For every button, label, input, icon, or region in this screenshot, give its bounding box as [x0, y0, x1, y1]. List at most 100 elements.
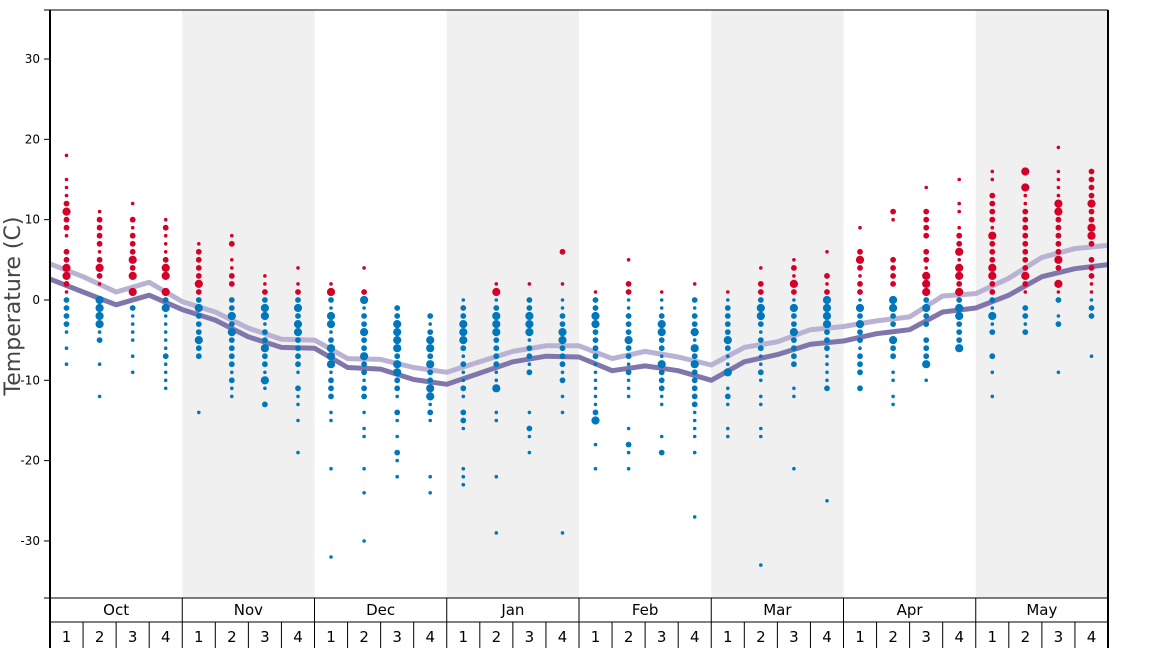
- data-dot: [296, 394, 300, 399]
- data-dot: [527, 450, 532, 455]
- data-dot: [195, 329, 202, 335]
- data-dot: [1023, 290, 1028, 294]
- data-dot: [362, 410, 366, 415]
- data-dot: [427, 313, 434, 319]
- x-axis: Oct 1 2 3 4 Nov 1 2 3 4 Dec 1 2 3 4 Jan 1 2 3 4 Feb 1 2 3 4 Mar 1 2…: [50, 597, 1108, 648]
- data-dot: [659, 290, 664, 294]
- week-label: 2: [227, 628, 237, 646]
- data-dot: [426, 344, 435, 353]
- data-dot: [626, 450, 631, 455]
- data-dot: [1089, 290, 1094, 294]
- data-dot: [824, 329, 830, 335]
- data-dot: [197, 410, 201, 415]
- week-label: 4: [425, 628, 435, 646]
- week-label: 2: [1021, 628, 1031, 646]
- data-dot: [1088, 256, 1095, 263]
- data-dot: [328, 337, 334, 343]
- week-label: 4: [822, 628, 832, 646]
- data-dot: [955, 271, 964, 280]
- data-dot: [64, 233, 69, 238]
- data-dot: [592, 337, 599, 343]
- data-dot: [659, 354, 664, 359]
- data-dot: [759, 330, 763, 334]
- data-dot: [957, 258, 961, 262]
- data-dot: [129, 240, 136, 247]
- y-tick-label: -30: [20, 534, 40, 548]
- data-dot: [393, 320, 402, 329]
- data-dot: [62, 271, 71, 280]
- data-dot: [625, 369, 632, 376]
- data-dot: [757, 337, 764, 343]
- data-dot: [493, 361, 500, 368]
- data-dot: [922, 303, 931, 313]
- data-dot: [428, 474, 433, 479]
- data-dot: [989, 329, 996, 335]
- data-dot: [295, 289, 301, 295]
- data-dot: [657, 360, 666, 369]
- data-dot: [757, 281, 764, 287]
- data-dot: [525, 320, 534, 329]
- data-dot: [824, 289, 830, 295]
- data-dot: [427, 369, 434, 376]
- data-dot: [559, 248, 566, 255]
- data-dot: [626, 426, 631, 431]
- data-dot: [527, 434, 532, 439]
- data-dot: [625, 281, 632, 287]
- data-dot: [161, 303, 170, 313]
- data-dot: [857, 313, 863, 319]
- data-dot: [1088, 176, 1095, 183]
- data-dot: [1023, 322, 1028, 326]
- data-dot: [296, 266, 300, 270]
- data-dot: [855, 255, 865, 264]
- data-dot: [96, 224, 103, 231]
- data-dot: [97, 209, 102, 214]
- data-dot: [394, 313, 401, 319]
- data-dot: [1022, 232, 1029, 239]
- data-dot: [825, 250, 829, 254]
- data-dot: [1054, 279, 1063, 288]
- data-dot: [362, 426, 366, 431]
- data-dot: [195, 256, 202, 263]
- data-dot: [990, 322, 995, 326]
- data-dot: [1055, 321, 1062, 327]
- data-dot: [890, 265, 896, 271]
- data-dot: [162, 224, 169, 231]
- data-dot: [692, 426, 697, 431]
- data-dot: [989, 192, 996, 199]
- data-dot: [759, 378, 763, 383]
- data-dot: [726, 354, 730, 359]
- data-dot: [792, 394, 796, 399]
- data-dot: [361, 393, 367, 400]
- y-axis: 30 20 10 0 -10 -20 -30: [20, 9, 1109, 648]
- data-dot: [395, 434, 400, 439]
- data-dot: [560, 298, 565, 302]
- data-dot: [858, 346, 862, 351]
- data-dot: [326, 352, 336, 361]
- data-dot: [96, 256, 103, 263]
- data-dot: [626, 466, 631, 471]
- data-dot: [691, 385, 698, 392]
- data-dot: [262, 401, 268, 408]
- data-dot: [923, 224, 930, 231]
- data-dot: [492, 320, 501, 329]
- data-dot: [626, 394, 631, 399]
- data-dot: [724, 305, 731, 311]
- data-dot: [692, 306, 697, 310]
- month-shading: [182, 10, 1108, 598]
- data-dot: [726, 434, 730, 439]
- data-dot: [194, 303, 203, 313]
- data-dot: [923, 208, 930, 215]
- month-label-mar: Mar: [763, 601, 792, 619]
- data-dot: [792, 274, 796, 278]
- data-dot: [891, 394, 895, 399]
- data-dot: [626, 362, 631, 367]
- data-dot: [1022, 224, 1029, 231]
- data-dot: [95, 263, 104, 272]
- data-dot: [63, 297, 70, 303]
- data-dot: [956, 297, 963, 303]
- data-dot: [362, 539, 366, 543]
- data-dot: [1089, 282, 1094, 286]
- data-dot: [130, 338, 135, 342]
- data-dot: [857, 337, 863, 343]
- data-dot: [791, 345, 797, 352]
